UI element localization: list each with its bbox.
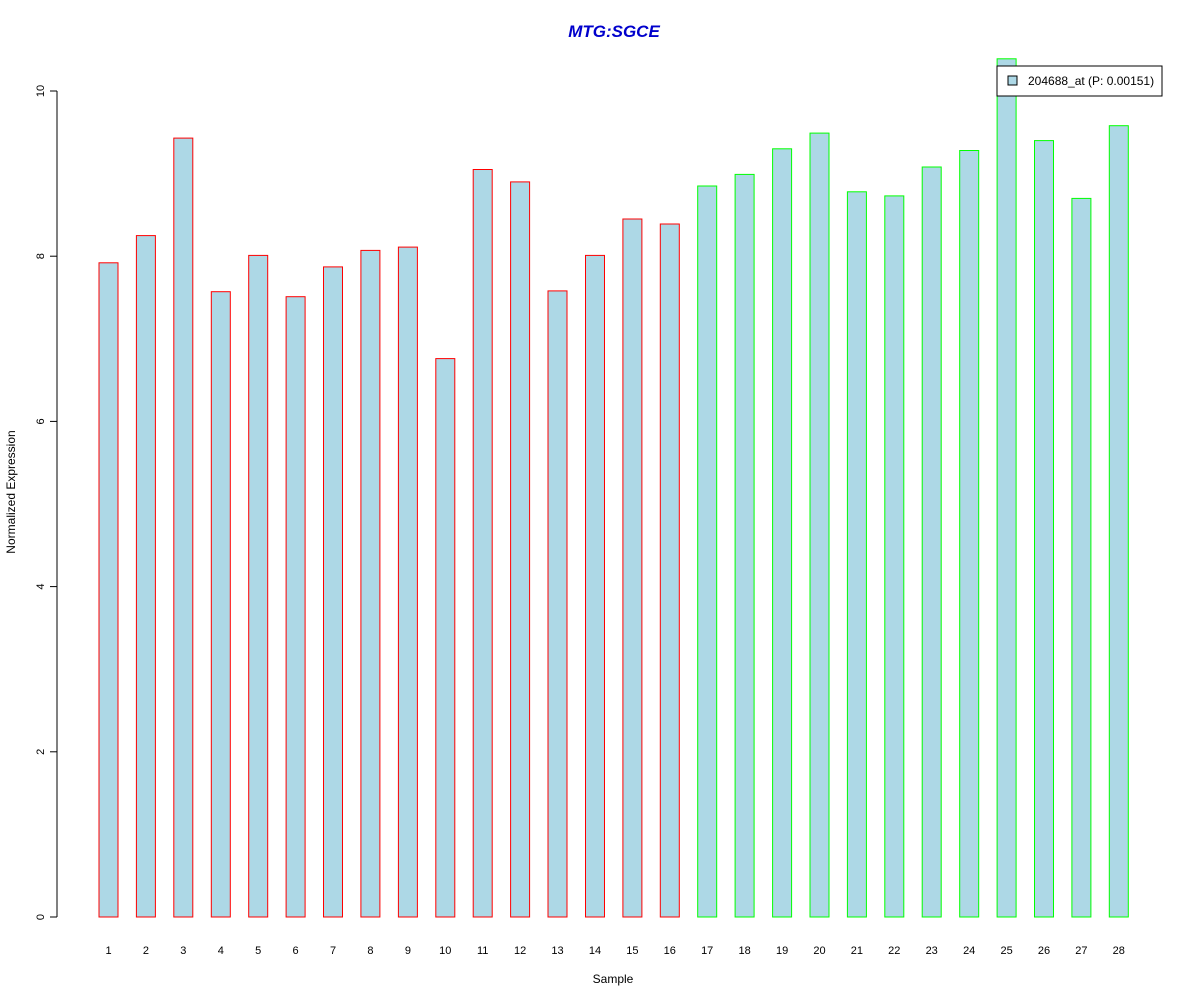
legend-label: 204688_at (P: 0.00151) (1028, 74, 1154, 88)
x-tick-label: 13 (551, 945, 563, 957)
legend: 204688_at (P: 0.00151) (996, 65, 1163, 97)
bar-sample-4 (210, 291, 231, 918)
x-tick-label: 28 (1113, 945, 1125, 957)
x-tick-label: 7 (330, 945, 336, 957)
bars (98, 58, 1129, 918)
y-tick-label: 6 (35, 418, 47, 424)
bar-sample-20 (809, 132, 830, 918)
x-tick-label: 26 (1038, 945, 1050, 957)
legend-swatch (1007, 75, 1018, 86)
bar-sample-21 (846, 191, 867, 918)
bar-sample-14 (585, 254, 605, 918)
x-axis-title: Sample (593, 972, 634, 986)
y-axis: 0 2 4 6 8 10 (35, 85, 58, 920)
x-tick-label: 11 (477, 945, 488, 957)
bar-sample-16 (659, 223, 680, 918)
x-tick-label: 24 (963, 945, 975, 957)
bar-sample-17 (697, 185, 718, 918)
x-tick-label: 14 (589, 945, 601, 957)
x-tick-label: 19 (776, 945, 788, 957)
x-tick-label: 15 (626, 945, 638, 957)
bar-sample-22 (884, 195, 905, 918)
bar-sample-27 (1071, 197, 1092, 918)
y-tick-label: 0 (35, 914, 47, 920)
bar-sample-23 (921, 166, 942, 918)
x-tick-label: 17 (701, 945, 713, 957)
bar-sample-9 (397, 246, 418, 918)
bar-sample-8 (360, 249, 381, 918)
x-tick-label: 4 (218, 945, 224, 957)
bar-sample-2 (135, 235, 156, 918)
x-tick-label: 22 (888, 945, 900, 957)
bar-sample-1 (98, 262, 119, 918)
bar-sample-26 (1034, 140, 1054, 918)
x-tick-label: 6 (293, 945, 299, 957)
y-axis-title: Normalized Expression (4, 430, 18, 553)
bar-sample-28 (1108, 125, 1129, 918)
bar-sample-19 (772, 148, 793, 918)
x-tick-label: 5 (255, 945, 261, 957)
x-tick-label: 8 (367, 945, 373, 957)
bar-sample-3 (173, 137, 194, 918)
x-tick-label: 1 (105, 945, 111, 957)
x-tick-label: 25 (1000, 945, 1012, 957)
bar-sample-13 (547, 290, 568, 918)
x-tick-label: 18 (738, 945, 750, 957)
bar-sample-5 (248, 254, 269, 918)
x-tick-label: 10 (439, 945, 451, 957)
bar-sample-24 (959, 150, 980, 918)
x-tick-label: 21 (851, 945, 863, 957)
bar-sample-15 (622, 218, 643, 918)
x-tick-labels: 1 2 3 4 5 6 7 8 9 10 11 12 13 14 15 16 17 18 19 20 21 22 23 24 2… (105, 945, 1124, 957)
x-tick-label: 9 (405, 945, 411, 957)
x-tick-label: 20 (813, 945, 825, 957)
chart-title: MTG:SGCE (568, 22, 660, 41)
bar-sample-6 (285, 296, 306, 918)
x-tick-label: 3 (180, 945, 186, 957)
y-tick-label: 4 (35, 584, 47, 590)
y-tick-label: 2 (35, 749, 47, 755)
x-tick-label: 27 (1075, 945, 1087, 957)
bar-sample-12 (510, 181, 531, 918)
y-tick-label: 10 (35, 85, 47, 97)
bar-sample-10 (435, 358, 456, 918)
bar-sample-25 (996, 58, 1017, 918)
y-tick-label: 8 (35, 253, 47, 259)
x-tick-label: 16 (664, 945, 676, 957)
legend-box (996, 65, 1163, 97)
x-tick-label: 23 (926, 945, 938, 957)
x-tick-label: 12 (514, 945, 526, 957)
bar-sample-18 (734, 173, 755, 918)
bar-sample-7 (323, 266, 343, 918)
bar-sample-11 (472, 169, 493, 918)
x-tick-label: 2 (143, 945, 149, 957)
